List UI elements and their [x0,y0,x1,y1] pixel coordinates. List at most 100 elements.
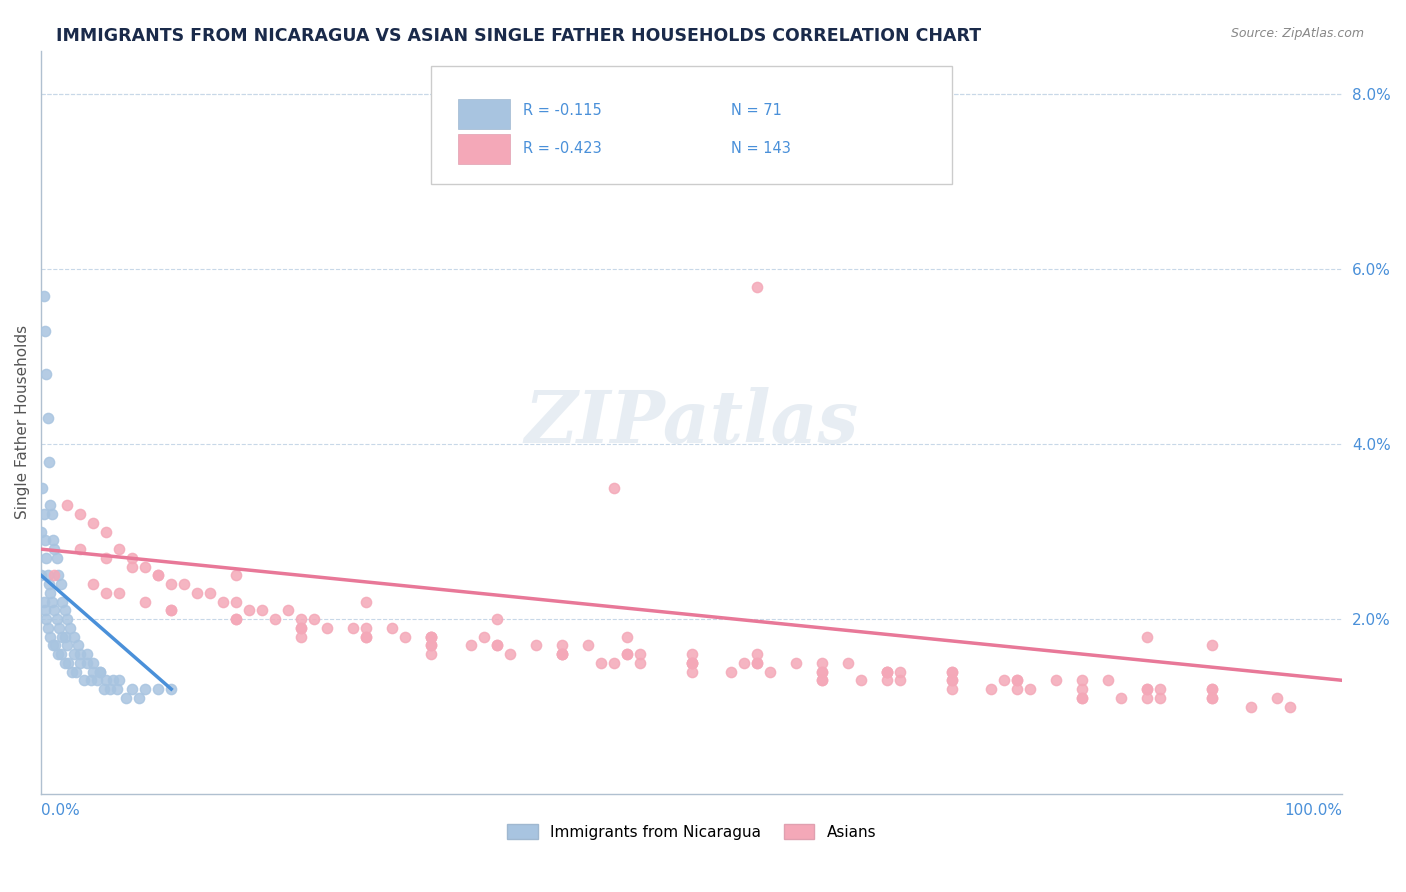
Point [485,612,508,626]
Point [356,621,378,635]
Point [811,673,834,688]
Point [160,603,183,617]
Point [38,577,60,591]
Point [82,665,104,679]
FancyBboxPatch shape [457,99,509,128]
Point [121,550,143,565]
Point [42,542,65,557]
Point [96,586,118,600]
Point [876,665,898,679]
Point [420,638,443,652]
Point [96,673,118,688]
Point [1045,673,1067,688]
Point [420,630,443,644]
Point [811,665,834,679]
Point [876,665,898,679]
Point [420,638,443,652]
Point [53,630,76,644]
Point [42,603,65,617]
Point [1279,699,1302,714]
Point [1071,682,1094,697]
Point [46,568,69,582]
Point [1005,682,1028,697]
Point [114,690,136,705]
Point [58,656,80,670]
Point [39,586,62,600]
Point [485,638,508,652]
Point [745,280,768,294]
Point [37,411,59,425]
Point [76,647,98,661]
Point [225,568,247,582]
Point [238,603,260,617]
Point [941,665,963,679]
Point [98,682,121,697]
Point [121,682,143,697]
Point [785,656,807,670]
Point [31,481,53,495]
Point [889,665,911,679]
Point [1136,682,1159,697]
Point [49,647,72,661]
Point [356,630,378,644]
Point [69,656,91,670]
Point [89,665,111,679]
Point [1149,682,1171,697]
Point [628,647,651,661]
Point [993,673,1015,688]
Point [42,638,65,652]
Point [472,630,495,644]
Point [51,594,73,608]
Point [39,630,62,644]
Point [1005,673,1028,688]
Point [1136,690,1159,705]
Point [941,665,963,679]
Point [628,656,651,670]
Point [35,550,58,565]
Point [51,630,73,644]
Point [32,507,55,521]
Point [105,682,128,697]
Point [121,559,143,574]
Point [148,682,170,697]
Point [616,647,638,661]
Point [225,612,247,626]
Point [811,673,834,688]
Point [66,638,89,652]
Point [356,630,378,644]
Point [48,621,70,635]
Point [941,673,963,688]
Point [576,638,599,652]
Point [73,673,96,688]
Point [889,673,911,688]
Point [720,665,742,679]
Point [32,594,55,608]
Point [602,481,624,495]
Point [30,524,52,539]
Point [252,603,274,617]
Point [316,621,339,635]
Point [134,559,156,574]
Point [681,656,703,670]
Point [225,612,247,626]
Point [589,656,612,670]
Point [498,647,520,661]
Point [59,621,82,635]
Point [53,603,76,617]
Point [34,324,56,338]
Point [1071,673,1094,688]
Point [37,621,59,635]
Point [485,638,508,652]
Point [876,673,898,688]
Point [681,656,703,670]
Point [745,647,768,661]
Point [101,673,124,688]
Point [82,656,104,670]
Point [394,630,416,644]
Point [290,612,312,626]
Point [290,621,312,635]
Point [980,682,1002,697]
Point [46,647,69,661]
Point [34,603,56,617]
Point [1109,690,1132,705]
